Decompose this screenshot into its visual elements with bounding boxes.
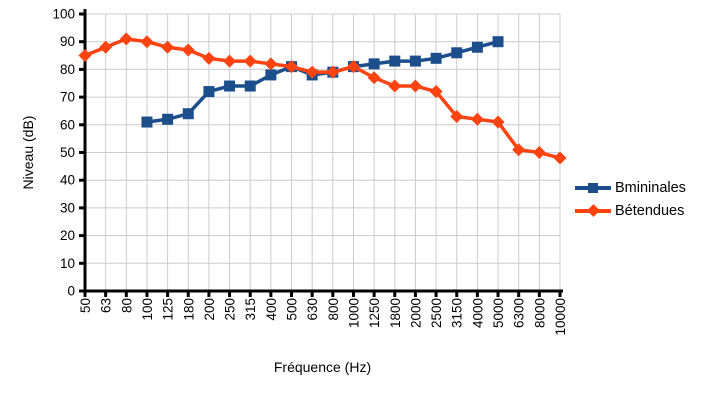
data-point-square [182,108,194,120]
x-tick-label: 10000 [553,298,568,336]
y-tick-label: 60 [60,117,75,132]
x-tick-label: 6300 [512,298,527,328]
legend-item-bmininales: Bmininales [575,177,686,198]
data-point-square [389,55,401,67]
x-tick-label: 400 [264,298,279,321]
data-point-diamond [532,145,546,160]
x-tick-label: 200 [202,298,217,321]
x-tick-label: 1800 [388,298,403,328]
data-point-square [162,113,174,125]
square-marker-icon [588,182,598,193]
data-point-diamond [161,40,175,54]
y-tick-label: 80 [60,62,75,77]
data-point-diamond [140,35,154,49]
data-point-square [471,41,483,53]
y-tick-label: 50 [60,145,75,160]
x-tick-label: 5000 [491,298,506,328]
legend-label: Bmininales [615,179,686,196]
x-tick-label: 2000 [408,298,423,328]
data-point-diamond [305,65,319,79]
data-point-diamond [99,40,113,54]
data-point-diamond [78,49,92,63]
data-point-diamond [243,54,257,68]
data-point-square [368,58,380,70]
data-point-diamond [553,151,567,165]
data-point-square [409,55,421,67]
data-point-square [203,86,215,98]
data-point-square [141,116,153,128]
y-tick-label: 70 [60,90,75,105]
data-point-diamond [367,71,381,85]
x-tick-label: 63 [99,298,114,313]
x-tick-label: 4000 [470,298,485,328]
data-point-diamond [202,51,216,65]
x-tick-label: 100 [140,298,155,321]
data-point-diamond [450,109,464,123]
x-tick-label: 2500 [429,298,444,328]
legend: Bmininales Bétendues [575,177,686,221]
x-tick-label: 50 [78,298,93,313]
data-point-square [430,52,442,64]
data-point-diamond [388,79,402,93]
x-tick-label: 800 [326,298,341,321]
x-axis-title: Fréquence (Hz) [274,359,371,375]
x-tick-label: 500 [285,298,300,321]
y-tick-label: 10 [60,256,75,271]
x-tick-label: 315 [243,298,258,321]
data-point-diamond [470,112,484,126]
y-tick-label: 90 [60,34,75,49]
data-point-diamond [408,79,422,93]
x-tick-label: 80 [119,298,134,313]
data-point-square [492,36,504,48]
series-line-1 [84,37,561,160]
data-point-diamond [119,32,133,46]
x-tick-label: 1250 [367,298,382,328]
x-tick-label: 8000 [532,298,547,328]
y-tick-label: 100 [52,7,75,22]
y-tick-label: 40 [60,173,75,188]
y-tick-label: 0 [67,284,75,299]
x-tick-label: 1000 [346,298,361,328]
legend-label: Bétendues [615,202,685,219]
data-point-square [244,80,256,92]
legend-swatch-diamond [575,204,611,218]
diamond-marker-icon [587,204,600,217]
data-point-diamond [264,57,278,71]
legend-swatch-square [575,181,611,195]
y-tick-label: 20 [60,228,75,243]
data-point-diamond [491,115,505,129]
data-point-square [224,80,236,92]
legend-item-betendues: Bétendues [575,200,686,221]
x-tick-label: 3150 [450,298,465,328]
x-tick-label: 630 [305,298,320,321]
y-tick-label: 30 [60,200,75,215]
data-point-square [451,47,463,59]
y-axis-title: Niveau (dB) [20,116,36,190]
data-point-diamond [326,65,340,79]
x-tick-label: 125 [161,298,176,321]
x-tick-label: 180 [181,298,196,321]
data-point-square [265,69,277,81]
x-tick-label: 250 [223,298,238,321]
data-point-diamond [346,60,360,74]
data-point-diamond [181,43,195,57]
data-point-diamond [223,54,237,68]
